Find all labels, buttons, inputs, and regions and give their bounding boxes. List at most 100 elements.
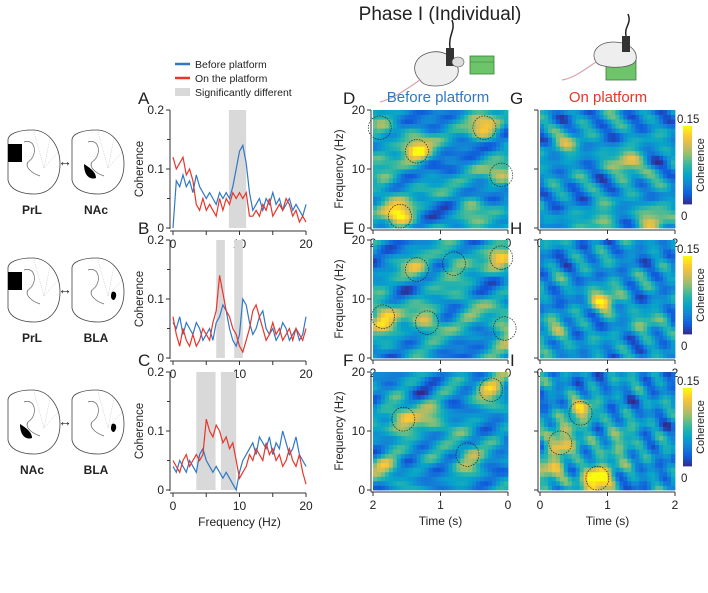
- heatmap-cell: [572, 276, 576, 281]
- heatmap-cell: [604, 331, 608, 336]
- heatmap-cell: [627, 128, 631, 133]
- heatmap-cell: [484, 223, 488, 228]
- heatmap-cell: [572, 413, 576, 418]
- heatmap-cell: [448, 472, 452, 477]
- heatmap-cell: [452, 304, 456, 309]
- heatmap-cell: [441, 413, 445, 418]
- heatmap-cell: [619, 290, 623, 295]
- heatmap-cell: [564, 317, 568, 322]
- heatmap-cell: [647, 196, 651, 201]
- heatmap-cell: [397, 183, 401, 188]
- heatmap-cell: [373, 417, 377, 422]
- heatmap-cell: [584, 281, 588, 286]
- heatmap-cell: [568, 485, 572, 490]
- heatmap-cell: [592, 317, 596, 322]
- heatmap-cell: [655, 317, 659, 322]
- heatmap-cell: [560, 294, 564, 299]
- heatmap-cell: [596, 133, 600, 138]
- heatmap-cell: [381, 290, 385, 295]
- heatmap-cell: [639, 142, 643, 147]
- heatmap-cell: [409, 281, 413, 286]
- heatmap-cell: [452, 472, 456, 477]
- heatmap-cell: [635, 276, 639, 281]
- heatmap-cell: [409, 146, 413, 151]
- heatmap-cell: [389, 449, 393, 454]
- heatmap-cell: [604, 128, 608, 133]
- heatmap-cell: [631, 192, 635, 197]
- heatmap-cell: [671, 183, 675, 188]
- heatmap-cell: [608, 335, 612, 340]
- heatmap-cell: [437, 445, 441, 450]
- colorbar-segment: [683, 269, 692, 272]
- heatmap-cell: [437, 281, 441, 286]
- heatmap-cell: [456, 178, 460, 183]
- heatmap-cell: [484, 436, 488, 441]
- heatmap-cell: [568, 326, 572, 331]
- heatmap-cell: [615, 124, 619, 129]
- heatmap-cell: [444, 308, 448, 313]
- heatmap-cell: [592, 214, 596, 219]
- heatmap-cell: [496, 205, 500, 210]
- heatmap-cell: [576, 322, 580, 327]
- heatmap-cell: [560, 192, 564, 197]
- heatmap-cell: [576, 304, 580, 309]
- heatmap-cell: [659, 119, 663, 124]
- heatmap-cell: [556, 436, 560, 441]
- heatmap-cell: [580, 372, 584, 377]
- heatmap-cell: [500, 344, 504, 349]
- heatmap-cell: [377, 285, 381, 290]
- heatmap-cell: [588, 281, 592, 286]
- heatmap-cell: [472, 395, 476, 400]
- heatmap-cell: [464, 196, 468, 201]
- heatmap-cell: [663, 110, 667, 115]
- heatmap-cell: [580, 431, 584, 436]
- heatmap-cell: [548, 404, 552, 409]
- heatmap-cell: [468, 245, 472, 250]
- heatmap-cell: [429, 322, 433, 327]
- heatmap-cell: [397, 160, 401, 165]
- heatmap-cell: [643, 205, 647, 210]
- heatmap-cell: [377, 263, 381, 268]
- heatmap-cell: [576, 436, 580, 441]
- heatmap-cell: [448, 201, 452, 206]
- colorbar-segment: [683, 170, 692, 173]
- heatmap-cell: [484, 349, 488, 354]
- heatmap-cell: [433, 174, 437, 179]
- heatmap-cell: [397, 386, 401, 391]
- heatmap-cell: [604, 137, 608, 142]
- heatmap-cell: [496, 187, 500, 192]
- heatmap-cell: [568, 137, 572, 142]
- heatmap-cell: [596, 223, 600, 228]
- heatmap-cell: [381, 335, 385, 340]
- heatmap-cell: [635, 160, 639, 165]
- heatmap-cell: [444, 317, 448, 322]
- heatmap-cell: [647, 299, 651, 304]
- heatmap-cell: [639, 169, 643, 174]
- heatmap-cell: [667, 353, 671, 358]
- heatmap-cell: [552, 214, 556, 219]
- heatmap-cell: [429, 151, 433, 156]
- heatmap-cell: [659, 349, 663, 354]
- heatmap-cell: [667, 223, 671, 228]
- heatmap-cell: [635, 137, 639, 142]
- heatmap-cell: [564, 454, 568, 459]
- heatmap-cell: [568, 146, 572, 151]
- heatmap-cell: [444, 155, 448, 160]
- heatmap-cell: [611, 290, 615, 295]
- heatmap-cell: [444, 413, 448, 418]
- heatmap-cell: [619, 183, 623, 188]
- heatmap-cell: [580, 317, 584, 322]
- heatmap-cell: [480, 431, 484, 436]
- heatmap-cell: [389, 245, 393, 250]
- heatmap-cell: [476, 146, 480, 151]
- heatmap-cell: [437, 196, 441, 201]
- heatmap-cell: [444, 196, 448, 201]
- heatmap-cell: [417, 240, 421, 245]
- heatmap-cell: [389, 445, 393, 450]
- heatmap-cell: [413, 249, 417, 254]
- heatmap-cell: [464, 276, 468, 281]
- heatmap-cell: [572, 201, 576, 206]
- heatmap-cell: [496, 463, 500, 468]
- heatmap-cell: [444, 386, 448, 391]
- y-tick-label: 0.2: [147, 365, 164, 379]
